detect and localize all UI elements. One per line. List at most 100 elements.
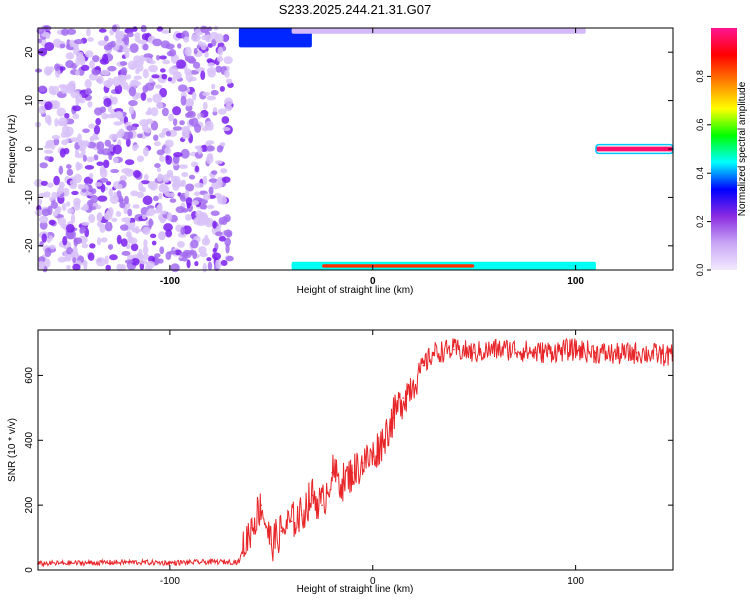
heatmap-cell <box>47 117 52 126</box>
heatmap-cell <box>103 44 113 51</box>
heatmap-cell <box>160 40 171 49</box>
heatmap-cell <box>140 24 147 33</box>
heatmap-cell <box>108 133 119 141</box>
heatmap-cell <box>120 67 128 76</box>
heatmap-cell <box>60 84 68 94</box>
heatmap-cell <box>134 32 141 39</box>
heatmap-cell <box>193 47 198 55</box>
heatmap-cell <box>119 61 128 66</box>
heatmap-cell <box>148 64 158 73</box>
heatmap-cell <box>123 206 128 215</box>
heatmap-cell <box>166 212 173 222</box>
heatmap-cell <box>142 254 151 260</box>
heatmap-cell <box>116 31 125 36</box>
heatmap-cell <box>143 53 154 59</box>
heatmap-cell <box>127 208 133 217</box>
heatmap-x-axis-label: Height of straight line (km) <box>297 285 414 296</box>
snr-data-point <box>260 504 262 506</box>
snr-data-point <box>270 543 273 545</box>
heatmap-cell <box>202 263 207 273</box>
heatmap-cell <box>132 144 140 149</box>
heatmap-cell <box>154 163 161 168</box>
heatmap-cell <box>53 175 60 186</box>
heatmap-cell <box>107 65 117 72</box>
snr-data-point <box>595 351 597 354</box>
heatmap-cell <box>208 194 216 199</box>
heatmap-cell <box>44 101 53 111</box>
heatmap-cell <box>41 208 50 217</box>
heatmap-cell <box>145 110 153 116</box>
heatmap-cell <box>79 226 86 233</box>
heatmap-cell <box>126 32 134 38</box>
snr-data-point <box>432 351 435 354</box>
heatmap-cell <box>97 149 105 155</box>
heatmap-cell <box>143 239 148 248</box>
heatmap-cell <box>197 146 203 155</box>
heatmap-cell <box>191 33 201 42</box>
heatmap-cell <box>204 34 212 43</box>
heatmap-cell <box>73 201 81 211</box>
heatmap-cell <box>97 195 108 202</box>
snr-data-point <box>250 527 252 529</box>
heatmap-cell <box>206 95 217 101</box>
heatmap-cell <box>83 260 88 271</box>
heatmap-cell <box>66 82 76 92</box>
heatmap-cell <box>207 261 213 271</box>
heatmap-cell <box>66 168 74 176</box>
heatmap-cell <box>223 56 233 65</box>
heatmap-cell <box>70 137 80 143</box>
heatmap-cell <box>140 92 147 101</box>
heatmap-cell <box>146 97 153 103</box>
heatmap-cell <box>159 155 165 162</box>
heatmap-cell <box>73 173 82 184</box>
heatmap-cell <box>115 211 122 217</box>
heatmap-cell <box>97 75 104 85</box>
snr-series-line <box>37 337 674 568</box>
snr-x-ticks: -100 0 100 <box>160 330 584 587</box>
heatmap-cell <box>185 183 195 192</box>
heatmap-cell <box>53 137 60 146</box>
heatmap-cell <box>172 106 182 116</box>
heatmap-cell <box>65 138 70 144</box>
heatmap-cell <box>217 46 224 56</box>
heatmap-cell <box>74 149 80 156</box>
heatmap-cell <box>184 68 192 76</box>
heatmap-cell <box>206 257 212 262</box>
heatmap-cell <box>151 74 160 79</box>
heatmap-cell <box>184 46 192 57</box>
heatmap-cell <box>207 152 213 160</box>
heatmap-cell <box>45 69 53 75</box>
heatmap-cell <box>75 161 81 171</box>
heatmap-cell <box>215 160 223 165</box>
heatmap-cell <box>108 153 113 161</box>
heatmap-cell <box>63 147 70 155</box>
heatmap-cell <box>207 26 213 32</box>
snr-data-point <box>280 530 283 532</box>
heatmap-cell <box>145 118 154 125</box>
heatmap-cell <box>92 55 100 63</box>
heatmap-cell <box>210 31 219 40</box>
snr-plot-area <box>38 330 673 570</box>
heatmap-y-tick-label: -20 <box>24 238 35 253</box>
heatmap-cell <box>145 82 155 91</box>
heatmap-cell <box>65 60 75 69</box>
heatmap-cell <box>123 36 130 46</box>
heatmap-cell <box>205 140 215 145</box>
heatmap-cell <box>172 126 183 131</box>
heatmap-cell <box>222 127 231 132</box>
heatmap-cell <box>203 193 211 201</box>
heatmap-cell <box>159 87 168 98</box>
heatmap-cell <box>163 223 173 232</box>
heatmap-cell <box>111 217 118 223</box>
heatmap-cell <box>48 235 53 242</box>
heatmap-cell <box>127 235 134 244</box>
heatmap-cell <box>100 69 110 76</box>
heatmap-cell <box>192 250 197 260</box>
heatmap-cell <box>168 113 175 122</box>
snr-data-point <box>321 504 323 506</box>
heatmap-cell <box>90 188 97 194</box>
heatmap-cell <box>96 141 105 151</box>
heatmap-cell <box>206 204 215 210</box>
heatmap-cell <box>153 195 159 202</box>
heatmap-cell <box>64 112 70 119</box>
